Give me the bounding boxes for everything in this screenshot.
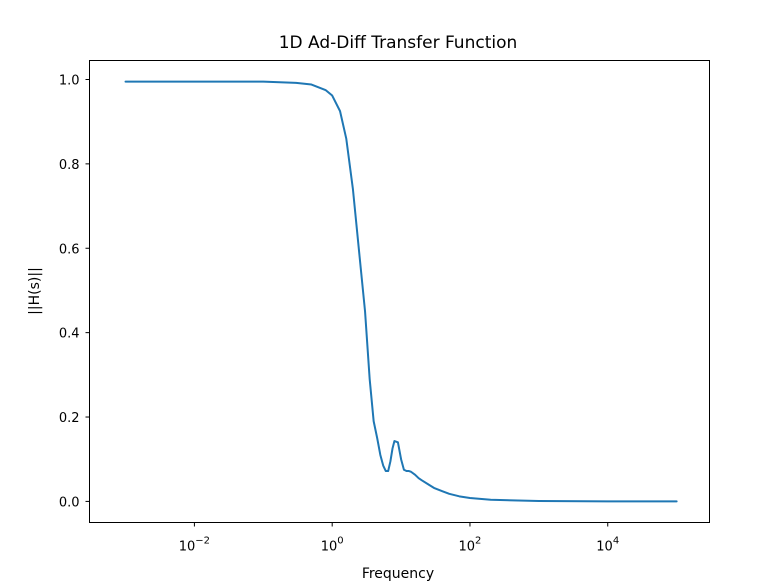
x-tick-base: 10 bbox=[179, 540, 196, 555]
plot-frame bbox=[89, 60, 710, 523]
y-tick-label: 0.6 bbox=[59, 242, 80, 257]
y-tick-label: 1.0 bbox=[59, 73, 80, 88]
series-layer bbox=[124, 80, 678, 503]
y-axis: 0.0 0.2 0.4 0.6 0.8 1.0 bbox=[59, 73, 90, 510]
x-tick-exponent: 4 bbox=[613, 536, 619, 547]
x-tick-label: 102 bbox=[459, 536, 482, 555]
y-tick-label: 0.8 bbox=[59, 158, 80, 173]
x-axis-label: Frequency bbox=[362, 566, 434, 582]
chart-title: 1D Ad-Diff Transfer Function bbox=[279, 33, 518, 53]
x-tick-label: 10−2 bbox=[179, 536, 210, 555]
y-axis-label: ||H(s)|| bbox=[27, 267, 43, 315]
y-tick-label: 0.0 bbox=[59, 495, 80, 510]
x-tick-base: 10 bbox=[459, 540, 476, 555]
plot-area bbox=[89, 60, 710, 523]
series-line-1 bbox=[124, 80, 678, 503]
y-tick-label: 0.4 bbox=[59, 327, 80, 342]
x-tick-base: 10 bbox=[596, 540, 613, 555]
x-tick-label: 104 bbox=[596, 536, 619, 555]
y-tick-label: 0.2 bbox=[59, 411, 80, 426]
x-tick-label: 100 bbox=[321, 536, 344, 555]
x-axis: 10−2 100 102 104 bbox=[179, 522, 619, 555]
x-tick-exponent: 2 bbox=[475, 536, 481, 547]
x-tick-exponent: −2 bbox=[195, 536, 210, 547]
x-tick-base: 10 bbox=[321, 540, 338, 555]
x-tick-exponent: 0 bbox=[337, 536, 343, 547]
